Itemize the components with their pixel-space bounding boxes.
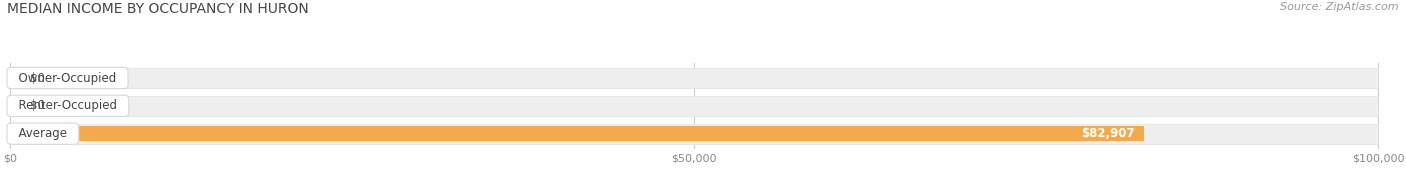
Bar (10, 99, 14, 113)
Bar (10, 68, 1378, 88)
Text: Source: ZipAtlas.com: Source: ZipAtlas.com (1281, 2, 1399, 12)
Text: MEDIAN INCOME BY OCCUPANCY IN HURON: MEDIAN INCOME BY OCCUPANCY IN HURON (7, 2, 309, 16)
Bar (10, 126, 1144, 141)
Bar (10, 124, 1378, 144)
Text: $82,907: $82,907 (1081, 127, 1135, 140)
Text: $0: $0 (31, 99, 45, 112)
Text: Renter-Occupied: Renter-Occupied (11, 99, 125, 112)
Bar (10, 96, 1378, 116)
Bar (10, 71, 14, 85)
Text: Average: Average (11, 127, 75, 140)
Text: Owner-Occupied: Owner-Occupied (11, 72, 124, 84)
Text: $0: $0 (31, 72, 45, 84)
